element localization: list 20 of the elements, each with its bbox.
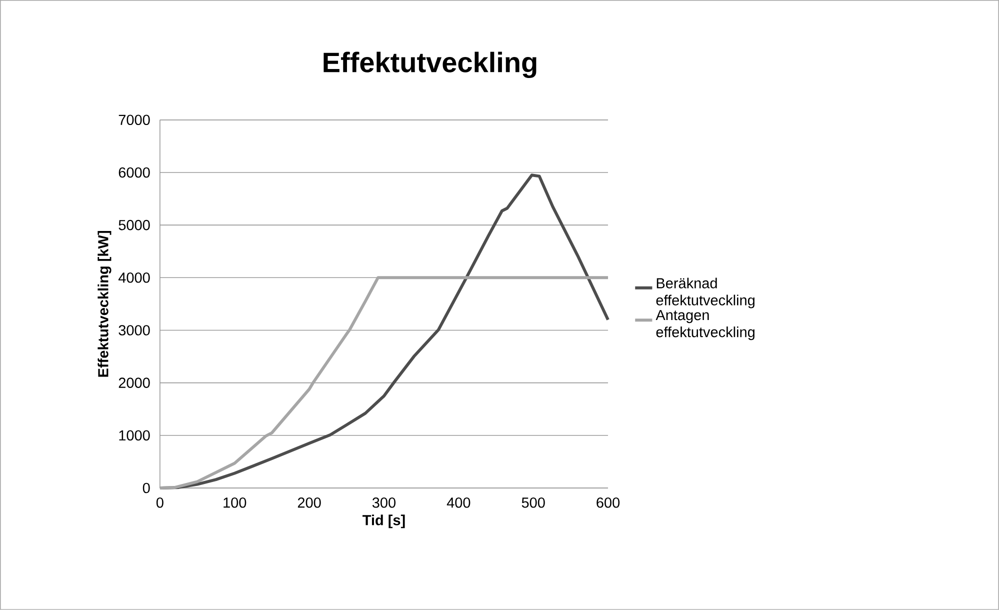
x-axis-title: Tid [s] bbox=[362, 514, 405, 528]
y-tick-label: 7000 bbox=[118, 114, 150, 126]
x-tick-label: 100 bbox=[224, 498, 246, 508]
x-tick-label: 200 bbox=[298, 498, 321, 508]
y-tick-label: 6000 bbox=[118, 167, 150, 178]
y-tick-label: 2000 bbox=[118, 378, 150, 388]
y-axis-title: Effektutveckling [kW] bbox=[98, 231, 112, 377]
y-tick-label: 3000 bbox=[118, 325, 150, 336]
y-tick-label: 4000 bbox=[118, 272, 150, 283]
y-tick-label: 5000 bbox=[118, 220, 150, 230]
x-tick-label: 600 bbox=[596, 498, 620, 508]
y-tick-label: 0 bbox=[142, 482, 150, 494]
x-tick-label: 0 bbox=[156, 498, 164, 508]
x-tick-label: 500 bbox=[522, 498, 545, 508]
y-tick-label: 1000 bbox=[119, 430, 150, 441]
legend-label: Beräknad effektutveckling bbox=[656, 278, 754, 308]
legend-label: Antagen effektutveckling bbox=[656, 310, 754, 340]
chart-title: Effektutveckling bbox=[324, 52, 536, 78]
x-tick-label: 300 bbox=[372, 498, 396, 508]
x-tick-label: 400 bbox=[446, 498, 470, 508]
